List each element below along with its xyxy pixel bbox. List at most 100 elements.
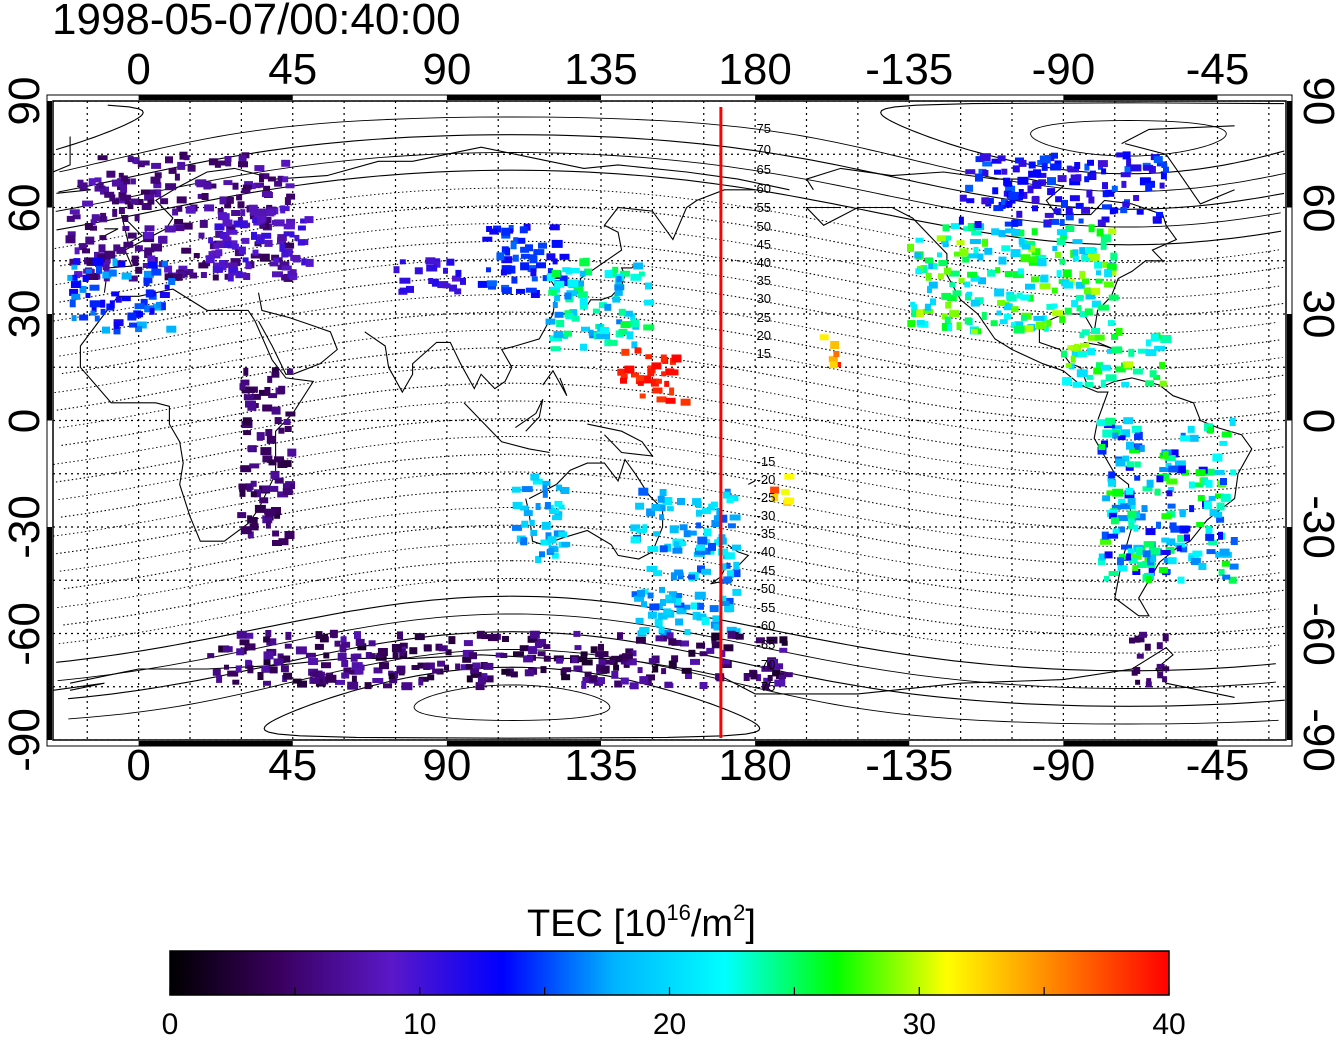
tec-cell	[109, 194, 116, 202]
tec-cell	[140, 298, 148, 306]
tec-cell	[1065, 225, 1075, 232]
tec-cell	[726, 570, 734, 579]
tec-cell	[649, 603, 660, 611]
tec-cell	[549, 335, 559, 342]
tec-cell	[726, 626, 737, 633]
tec-cell	[1057, 175, 1067, 183]
tec-cell	[1120, 172, 1131, 178]
tec-cell	[713, 515, 721, 522]
tec-cell	[1141, 505, 1148, 513]
tec-cell	[923, 308, 934, 314]
tec-cell	[1134, 475, 1141, 481]
tec-cell	[655, 635, 664, 642]
lat-tick-label-left: 30	[0, 289, 49, 339]
tec-cell	[79, 182, 88, 191]
tec-cell	[220, 265, 227, 271]
lon-tick-label-top: 135	[564, 45, 638, 94]
tec-cell	[227, 670, 239, 677]
tec-cell	[418, 676, 429, 682]
tec-cell	[616, 319, 623, 325]
tec-cell	[181, 247, 192, 254]
tec-cell	[767, 661, 773, 670]
tec-cell	[79, 314, 89, 321]
tec-cell	[65, 235, 76, 244]
tec-cell	[595, 651, 605, 658]
tec-cell	[246, 632, 254, 639]
tec-cell	[1166, 478, 1178, 485]
tec-cell	[1110, 252, 1118, 261]
tec-cell	[88, 273, 99, 280]
tec-cell	[1096, 362, 1103, 370]
tec-cell	[547, 268, 553, 277]
tec-cell	[735, 633, 744, 640]
tec-cell	[660, 599, 666, 606]
tec-cell	[524, 669, 534, 677]
tec-cell	[164, 273, 173, 281]
tec-cell	[511, 276, 518, 284]
tec-cell	[409, 647, 418, 655]
tec-cell	[426, 264, 438, 272]
tec-cell	[100, 299, 106, 308]
tec-cell	[970, 328, 978, 334]
magnetic-latitude-label: -35	[756, 526, 776, 542]
tec-cell	[999, 319, 1008, 325]
tec-cell	[236, 270, 243, 278]
tec-cell	[212, 274, 219, 281]
tec-cell	[1162, 666, 1170, 672]
tec-cell	[519, 645, 529, 652]
tec-cell	[947, 323, 953, 331]
tec-cell	[1101, 216, 1110, 223]
tec-cell	[1079, 247, 1086, 255]
tec-cell	[124, 198, 130, 205]
tec-cell	[131, 255, 139, 263]
colorbar-title: TEC [1016/m2]	[527, 900, 756, 945]
tec-cell	[120, 194, 132, 201]
tec-cell	[266, 435, 276, 444]
tec-cell	[1054, 252, 1061, 258]
tec-cell	[1175, 542, 1185, 548]
tec-cell	[357, 643, 367, 651]
tec-cell	[1108, 512, 1117, 519]
tec-cell	[1093, 367, 1103, 375]
tec-cell	[625, 648, 634, 654]
tec-cell	[207, 183, 217, 189]
tec-cell	[1032, 205, 1038, 212]
tec-cell	[1001, 168, 1008, 175]
tec-cell	[414, 633, 425, 641]
tec-cell	[1220, 478, 1227, 485]
tec-cell	[661, 371, 667, 377]
tec-cell	[671, 596, 682, 603]
tec-cell	[994, 169, 1001, 175]
tec-cell	[482, 236, 493, 242]
tec-cell	[90, 310, 96, 316]
tec-cell	[274, 513, 281, 519]
tec-cell	[1152, 216, 1159, 222]
tec-cell	[1205, 533, 1215, 541]
tec-cell	[1111, 425, 1122, 433]
tec-cell	[784, 473, 795, 480]
tec-cell	[696, 544, 705, 551]
tec-cell	[597, 323, 603, 332]
tec-cell	[1087, 348, 1096, 356]
tec-cell	[222, 236, 232, 243]
tec-cell	[305, 652, 316, 658]
tec-cell	[1128, 557, 1138, 564]
tec-cell	[341, 660, 349, 667]
tec-cell	[1104, 269, 1113, 278]
tec-cell	[510, 265, 516, 274]
tec-cell	[1126, 553, 1132, 561]
tec-cell	[555, 336, 563, 342]
lat-tick-label-right: 90	[1294, 76, 1340, 126]
tec-cell	[1047, 177, 1056, 186]
tec-cell	[546, 273, 555, 282]
tec-cell	[1044, 212, 1054, 218]
tec-cell	[254, 489, 261, 498]
tec-cell	[1153, 156, 1163, 164]
tec-cell	[1174, 460, 1186, 466]
tec-cell	[74, 271, 83, 278]
tec-cell	[1051, 303, 1058, 309]
tec-cell	[1222, 574, 1231, 580]
tec-cell	[1118, 526, 1125, 533]
tec-cell	[120, 184, 128, 193]
tec-cell	[534, 641, 542, 649]
